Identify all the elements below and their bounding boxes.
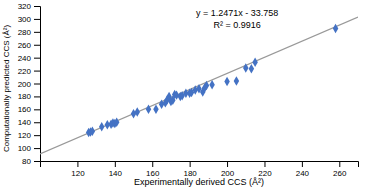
y-tick: 280 (18, 28, 40, 37)
point (209, 80, 214, 89)
y-tick: 260 (18, 41, 40, 50)
y-tick: 100 (18, 144, 40, 153)
y-tick-label: 160 (18, 105, 32, 114)
x-tick-mark (264, 161, 265, 167)
y-tick: 240 (18, 54, 40, 63)
point (249, 64, 254, 73)
x-tick: 200 (221, 161, 235, 178)
y-tick: 120 (18, 131, 40, 140)
x-axis-title: Experimentally derived CCS (Å²) (134, 177, 264, 187)
y-tick-label: 140 (18, 118, 32, 127)
x-tick-mark (152, 161, 153, 167)
y-tick-mark (34, 109, 40, 110)
x-tick-mark (302, 161, 303, 167)
x-tick: 220 (258, 161, 272, 178)
chart: 120 140 160 180 200 220 240 260 80 100 120 140 160 18… (0, 0, 370, 189)
y-tick: 300 (18, 15, 40, 24)
point (135, 107, 140, 116)
x-tick-mark (77, 161, 78, 167)
x-tick: 160 (146, 161, 160, 178)
y-tick-label: 120 (18, 131, 32, 140)
y-tick-mark (34, 45, 40, 46)
y-tick-label: 280 (18, 28, 32, 37)
point (146, 105, 151, 114)
y-tick-mark (34, 84, 40, 85)
y-tick-mark (34, 71, 40, 72)
y-tick-mark (34, 122, 40, 123)
x-axis: 120 140 160 180 200 220 240 260 (41, 161, 359, 178)
annotation-line: R² = 0.9916 (214, 20, 261, 30)
y-tick-mark (34, 135, 40, 136)
point (243, 63, 248, 72)
y-tick-label: 80 (22, 157, 31, 166)
y-tick-label: 240 (18, 54, 32, 63)
y-tick: 320 (18, 2, 40, 11)
x-tick-mark (339, 161, 340, 167)
y-tick-mark (34, 6, 40, 7)
y-axis: 80 100 120 140 160 180 200 220 240 260 280 300 320 (18, 2, 41, 166)
y-tick: 180 (18, 92, 40, 101)
x-tick-label: 260 (333, 169, 347, 178)
x-tick-label: 120 (71, 169, 85, 178)
point (153, 105, 158, 114)
y-tick-mark (34, 58, 40, 59)
point (114, 118, 119, 127)
point (224, 77, 229, 86)
x-tick: 240 (296, 161, 310, 178)
point (99, 122, 104, 131)
x-tick: 180 (183, 161, 197, 178)
x-tick: 140 (109, 161, 123, 178)
annotation-line: y = 1.2471x - 33.758 (196, 8, 278, 18)
x-tick-mark (227, 161, 228, 167)
point (252, 57, 257, 66)
y-tick-label: 320 (18, 2, 32, 11)
y-tick-mark (34, 19, 40, 20)
plot-area: 120 140 160 180 200 220 240 260 80 100 120 140 160 18… (18, 2, 359, 178)
y-tick: 200 (18, 80, 40, 89)
y-tick-mark (34, 148, 40, 149)
y-tick-label: 200 (18, 80, 32, 89)
y-tick-label: 220 (18, 67, 32, 76)
y-tick-mark (34, 96, 40, 97)
y-tick: 80 (22, 157, 40, 166)
y-tick-label: 180 (18, 92, 32, 101)
x-tick-mark (115, 161, 116, 167)
y-tick-label: 300 (18, 15, 32, 24)
y-tick-label: 100 (18, 144, 32, 153)
y-axis-line (34, 7, 41, 162)
y-tick-label: 260 (18, 41, 32, 50)
y-tick: 220 (18, 67, 40, 76)
x-tick: 260 (333, 161, 347, 178)
y-axis-title: Computationally predicted CCS (Å²) (2, 25, 11, 152)
point (333, 24, 338, 33)
x-tick: 120 (71, 161, 85, 178)
y-tick-mark (34, 32, 40, 33)
point (234, 76, 239, 85)
y-tick: 160 (18, 105, 40, 114)
y-tick: 140 (18, 118, 40, 127)
annotation: y = 1.2471x - 33.758 R² = 0.9916 (196, 8, 278, 30)
x-tick-label: 240 (296, 169, 310, 178)
y-tick-mark (34, 161, 40, 162)
x-tick-mark (190, 161, 191, 167)
data-marks (40, 17, 358, 154)
x-tick-label: 140 (109, 169, 123, 178)
point (90, 127, 95, 136)
x-axis-line (41, 162, 359, 168)
fit-line (40, 17, 358, 154)
point (204, 81, 209, 90)
